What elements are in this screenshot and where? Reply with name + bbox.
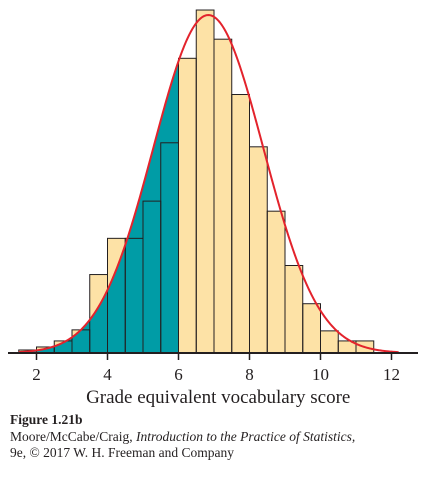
caption-authors: Moore/McCabe/Craig,	[10, 429, 136, 444]
histogram-bar	[178, 58, 197, 353]
normal-density-curve	[18, 14, 399, 354]
histogram-bar	[196, 10, 214, 353]
caption-citation: Moore/McCabe/Craig, Introduction to the …	[10, 429, 440, 445]
x-tick-label: 8	[245, 365, 254, 384]
histogram-bar	[267, 211, 285, 353]
shaded-area-below-6	[18, 61, 179, 353]
x-tick-label: 6	[174, 365, 183, 384]
figure-label: Figure 1.21b	[10, 412, 83, 427]
histogram-bar	[249, 146, 268, 353]
x-axis-ticks: 2 4 6 8 10 12	[32, 353, 400, 384]
caption-edition: 9e, © 2017 W. H. Freeman and Company	[10, 445, 234, 460]
x-tick-label: 10	[312, 365, 329, 384]
x-tick-label: 12	[383, 365, 400, 384]
histogram-bar	[338, 340, 356, 353]
x-tick-label: 2	[32, 365, 41, 384]
figure-caption: Figure 1.21b Moore/McCabe/Craig, Introdu…	[10, 412, 440, 461]
histogram-bar	[231, 94, 250, 354]
caption-book-title: Introduction to the Practice of Statisti…	[135, 429, 356, 444]
histogram-bar	[320, 330, 339, 353]
histogram-bar-outlines	[18, 9, 375, 354]
histogram-bar	[214, 39, 232, 353]
histogram-bar	[285, 265, 303, 353]
histogram-chart: 2 4 6 8 10 12 Grade equivalent vocabulary sco…	[8, 9, 418, 408]
x-tick-label: 4	[103, 365, 112, 384]
histogram-bar	[302, 303, 321, 353]
x-axis-title: Grade equivalent vocabulary score	[86, 387, 350, 408]
